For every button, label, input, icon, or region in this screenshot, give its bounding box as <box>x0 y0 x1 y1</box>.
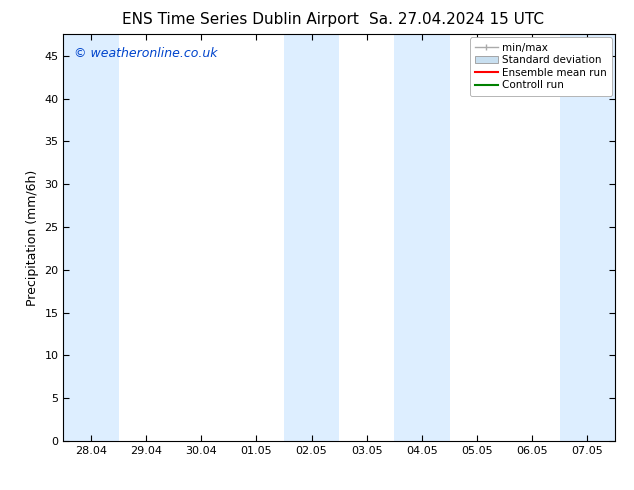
Text: ENS Time Series Dublin Airport: ENS Time Series Dublin Airport <box>122 12 359 27</box>
Bar <box>560 34 615 441</box>
Y-axis label: Precipitation (mm/6h): Precipitation (mm/6h) <box>26 170 39 306</box>
Bar <box>63 34 119 441</box>
Bar <box>284 34 339 441</box>
Text: Sa. 27.04.2024 15 UTC: Sa. 27.04.2024 15 UTC <box>369 12 544 27</box>
Legend: min/max, Standard deviation, Ensemble mean run, Controll run: min/max, Standard deviation, Ensemble me… <box>470 37 612 96</box>
Text: © weatheronline.co.uk: © weatheronline.co.uk <box>74 47 218 59</box>
Bar <box>394 34 450 441</box>
